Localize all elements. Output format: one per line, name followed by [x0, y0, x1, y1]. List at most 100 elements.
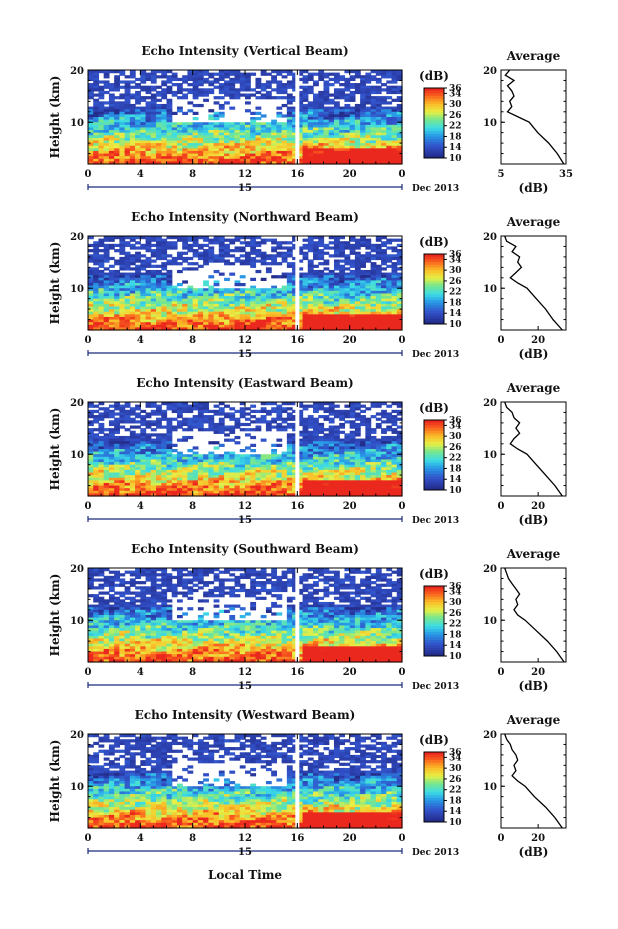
- heatmap-cell: [119, 441, 126, 445]
- heatmap-cell: [197, 137, 204, 142]
- heatmap-cell: [114, 425, 120, 429]
- heatmap-cell: [307, 420, 314, 424]
- heatmap-cell: [145, 303, 152, 308]
- heatmap-cell: [161, 456, 168, 461]
- heatmap-cell: [365, 156, 372, 160]
- heatmap-cell: [370, 127, 377, 131]
- heatmap-cell: [140, 469, 147, 474]
- heatmap-cell: [161, 238, 168, 242]
- heatmap-cell: [313, 101, 319, 105]
- heatmap-cell: [182, 290, 189, 295]
- heatmap-cell: [292, 435, 298, 440]
- heatmap-cell: [292, 454, 298, 458]
- heatmap-cell: [365, 288, 372, 292]
- heatmap-cell: [297, 283, 304, 287]
- heatmap-cell: [156, 275, 162, 279]
- heatmap-cell: [135, 293, 141, 297]
- heatmap-cell: [286, 454, 293, 458]
- heatmap-cell: [245, 135, 251, 139]
- heatmap-cell: [381, 314, 387, 318]
- heatmap-cell: [349, 75, 356, 79]
- heatmap-cell: [344, 254, 351, 258]
- heatmap-cell: [135, 256, 141, 261]
- heatmap-cell: [234, 324, 241, 328]
- heatmap-cell: [213, 298, 220, 302]
- heatmap-cell: [197, 90, 204, 95]
- heatmap-cell: [192, 309, 199, 313]
- heatmap-cell: [245, 311, 251, 315]
- colorbar: [424, 254, 444, 325]
- heatmap-cell: [360, 293, 366, 297]
- heatmap-cell: [276, 143, 283, 147]
- heatmap-cell: [255, 482, 262, 487]
- heatmap-cell: [88, 85, 94, 89]
- heatmap-cell: [318, 309, 325, 313]
- heatmap-cell: [354, 243, 361, 248]
- heatmap-cell: [98, 402, 105, 406]
- heatmap-cell: [135, 443, 141, 447]
- heatmap-cell: [213, 422, 220, 427]
- heatmap-cell: [108, 467, 115, 471]
- heatmap-cell: [375, 280, 382, 284]
- heatmap-cell: [307, 156, 314, 160]
- heatmap-cell: [307, 132, 314, 136]
- heatmap-cell: [208, 464, 215, 468]
- heatmap-cell: [203, 90, 209, 95]
- heatmap-cell: [318, 130, 325, 134]
- heatmap-cell: [234, 482, 241, 487]
- heatmap-cell: [260, 469, 267, 474]
- heatmap-cell: [381, 296, 387, 300]
- heatmap-cell: [145, 298, 152, 302]
- heatmap-cell: [103, 256, 110, 261]
- profile-x-tick-label: 35: [559, 169, 573, 180]
- heatmap-cell: [365, 90, 372, 95]
- heatmap-cell: [297, 103, 304, 108]
- heatmap-cell: [93, 269, 100, 274]
- heatmap-cell: [323, 135, 330, 139]
- heatmap-cell: [297, 156, 304, 160]
- heatmap-cell: [260, 314, 267, 318]
- heatmap-cell: [391, 324, 398, 328]
- heatmap-cell: [318, 301, 325, 305]
- heatmap-cell: [197, 425, 204, 429]
- heatmap-cell: [292, 122, 298, 126]
- heatmap-cell: [187, 306, 194, 310]
- heatmap-cell: [349, 309, 356, 313]
- heatmap-cell: [161, 249, 168, 253]
- heatmap-cell: [265, 324, 272, 328]
- heatmap-cell: [360, 296, 366, 300]
- heatmap-cell: [375, 124, 382, 129]
- heatmap-cell: [286, 293, 293, 297]
- heatmap-cell: [349, 236, 356, 240]
- heatmap-cell: [161, 441, 168, 445]
- heatmap-cell: [88, 285, 94, 289]
- heatmap-cell: [313, 127, 319, 131]
- heatmap-cell: [255, 409, 262, 414]
- heatmap-cell: [250, 132, 257, 136]
- heatmap-cell: [176, 485, 183, 489]
- heatmap-cell: [234, 441, 241, 445]
- heatmap-cell: [323, 119, 330, 123]
- heatmap-cell: [365, 285, 372, 289]
- heatmap-cell: [150, 467, 157, 471]
- heatmap-cell: [93, 490, 100, 494]
- heatmap-cell: [129, 262, 136, 266]
- heatmap-cell: [255, 475, 262, 479]
- heatmap-cell: [302, 490, 309, 494]
- heatmap-cell: [365, 158, 372, 162]
- heatmap-cell: [381, 290, 387, 295]
- heatmap-cell: [239, 482, 246, 487]
- heatmap-cell: [156, 150, 162, 155]
- heatmap-cell: [239, 480, 246, 484]
- heatmap-cell: [108, 103, 115, 108]
- heatmap-cell: [286, 70, 293, 74]
- heatmap-cell: [166, 259, 173, 263]
- heatmap-cell: [161, 472, 168, 476]
- heatmap-cell: [135, 306, 141, 310]
- heatmap-cell: [88, 420, 94, 424]
- heatmap-cell: [93, 290, 100, 295]
- heatmap-cell: [333, 246, 340, 250]
- heatmap-cell: [182, 161, 189, 165]
- heatmap-cell: [166, 135, 173, 139]
- heatmap-cell: [271, 259, 277, 263]
